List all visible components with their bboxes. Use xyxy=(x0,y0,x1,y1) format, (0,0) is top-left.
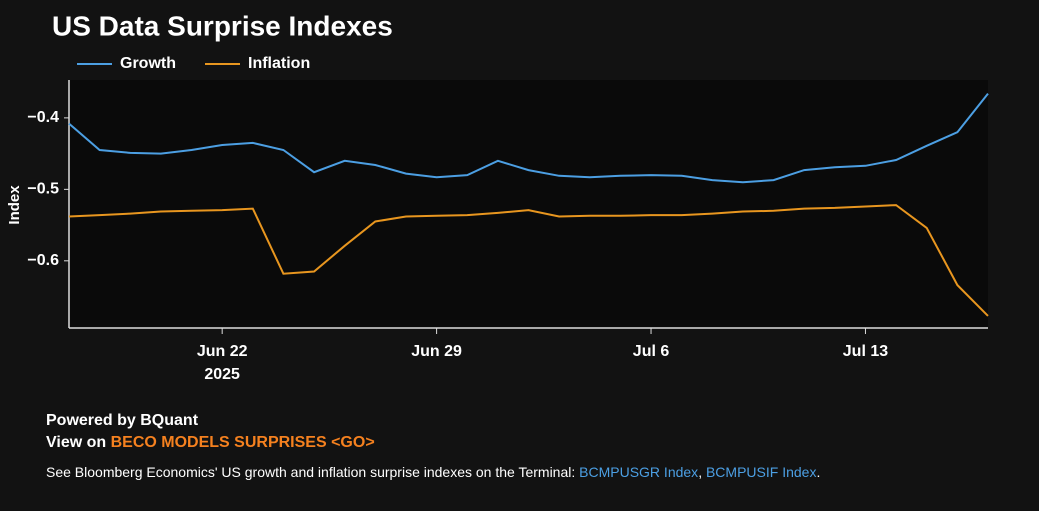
link[interactable]: BCMPUSIF Index xyxy=(705,464,817,480)
x-tick-label: Jul 6 xyxy=(633,343,670,360)
link[interactable]: BCMPUSGR Index xyxy=(579,464,699,480)
y-tick-label: −0.5 xyxy=(27,181,59,198)
note: See Bloomberg Economics' US growth and i… xyxy=(46,464,820,480)
y-tick-label: −0.6 xyxy=(27,252,59,269)
x-tick-sublabel: 2025 xyxy=(204,366,240,383)
line-series xyxy=(68,204,989,317)
note-text: , xyxy=(698,464,706,480)
line-series xyxy=(68,92,989,184)
chart-title: US Data Surprise Indexes xyxy=(52,10,393,41)
view-on: View on BECO MODELS SURPRISES <GO> xyxy=(46,434,375,452)
note-text: See Bloomberg Economics' US growth and i… xyxy=(46,464,580,480)
x-tick-label: Jun 22 xyxy=(197,343,248,360)
plot-area xyxy=(69,80,988,328)
chart: US Data Surprise Indexes Index −0.6 −0.5 −… xyxy=(6,10,989,383)
y-axis-label: Index xyxy=(6,185,23,225)
powered-by: Powered by BQuant xyxy=(46,412,199,429)
x-tick-label: Jun 29 xyxy=(411,343,462,360)
view-link[interactable]: BECO MODELS SURPRISES <GO> xyxy=(110,434,375,451)
legend-label: Growth xyxy=(120,55,176,72)
y-tick-label: −0.4 xyxy=(27,109,59,126)
note-text: . xyxy=(816,464,821,480)
x-tick-label: Jul 13 xyxy=(843,343,888,360)
legend-label: Inflation xyxy=(248,55,310,72)
view-prefix: View on xyxy=(46,434,111,451)
